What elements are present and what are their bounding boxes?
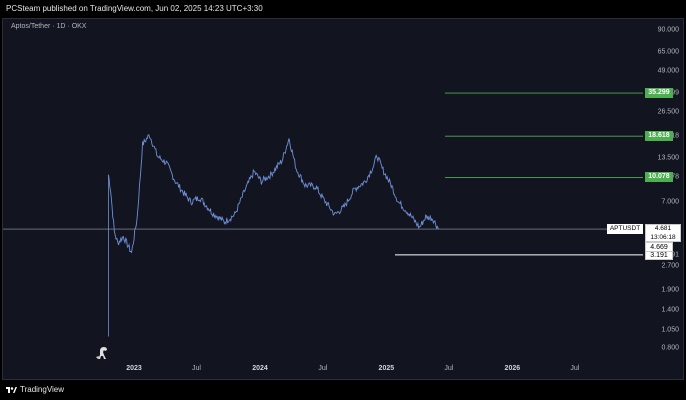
price-tick-label: 1.400: [661, 306, 679, 314]
previous-price-tag: 4.669: [645, 242, 673, 253]
time-tick-label: Jul: [191, 365, 201, 372]
price-tick-label: 65.000: [657, 48, 679, 56]
last-price-value: 4.681: [654, 225, 672, 233]
dinosaur-logo-icon: [96, 347, 107, 359]
time-tick-label: 2023: [126, 365, 142, 372]
price-tick-label: 1.050: [661, 326, 679, 334]
publish-header: PCSteam published on TradingView.com, Ju…: [6, 4, 263, 13]
symbol-tag: APTUSDT: [607, 224, 643, 235]
price-tick-label: 2.700: [661, 262, 679, 270]
footer-brand: TradingView: [20, 385, 65, 394]
time-tick-label: 2026: [504, 365, 521, 372]
time-tick-label: 2024: [252, 365, 268, 372]
price-tick-label: 26.500: [657, 108, 679, 116]
symbol-description: Aptos/Tether · 1D · OKX: [11, 23, 87, 30]
price-tick-label: 49.000: [657, 67, 679, 75]
price-axis[interactable]: 90.000 65.000 49.000 35.299 26.500 18.618 13.5…: [643, 19, 683, 379]
footer: TradingView: [0, 380, 686, 400]
level-price-tag: 10.078: [645, 172, 673, 183]
time-axis[interactable]: 2023 Jul 2024 Jul 2025 Jul 2026 Jul: [3, 361, 643, 379]
price-tick-label: 1.900: [661, 286, 679, 294]
time-tick-label: Jul: [444, 365, 454, 372]
time-tick-label: 2025: [378, 365, 395, 372]
bar-countdown: 13:06:18: [650, 233, 676, 241]
price-tick-label: 0.800: [661, 344, 679, 352]
chart-plot-area[interactable]: [3, 19, 643, 361]
tradingview-logo-icon: [6, 387, 17, 393]
price-series-line: [108, 134, 440, 254]
chart-pane[interactable]: Aptos/Tether · 1D · OKX 90.000 65.000 49.0…: [2, 18, 684, 380]
level-price-tag: 35.299: [645, 88, 673, 99]
price-tick-label: 90.000: [657, 26, 679, 34]
price-tick-label: 7.000: [661, 198, 679, 206]
level-price-tag: 18.618: [645, 131, 673, 142]
last-price-box: 4.681 13:06:18: [645, 224, 681, 243]
price-tick-label: 13.500: [657, 154, 679, 162]
time-tick-label: Jul: [318, 365, 328, 372]
time-tick-label: Jul: [570, 365, 580, 372]
